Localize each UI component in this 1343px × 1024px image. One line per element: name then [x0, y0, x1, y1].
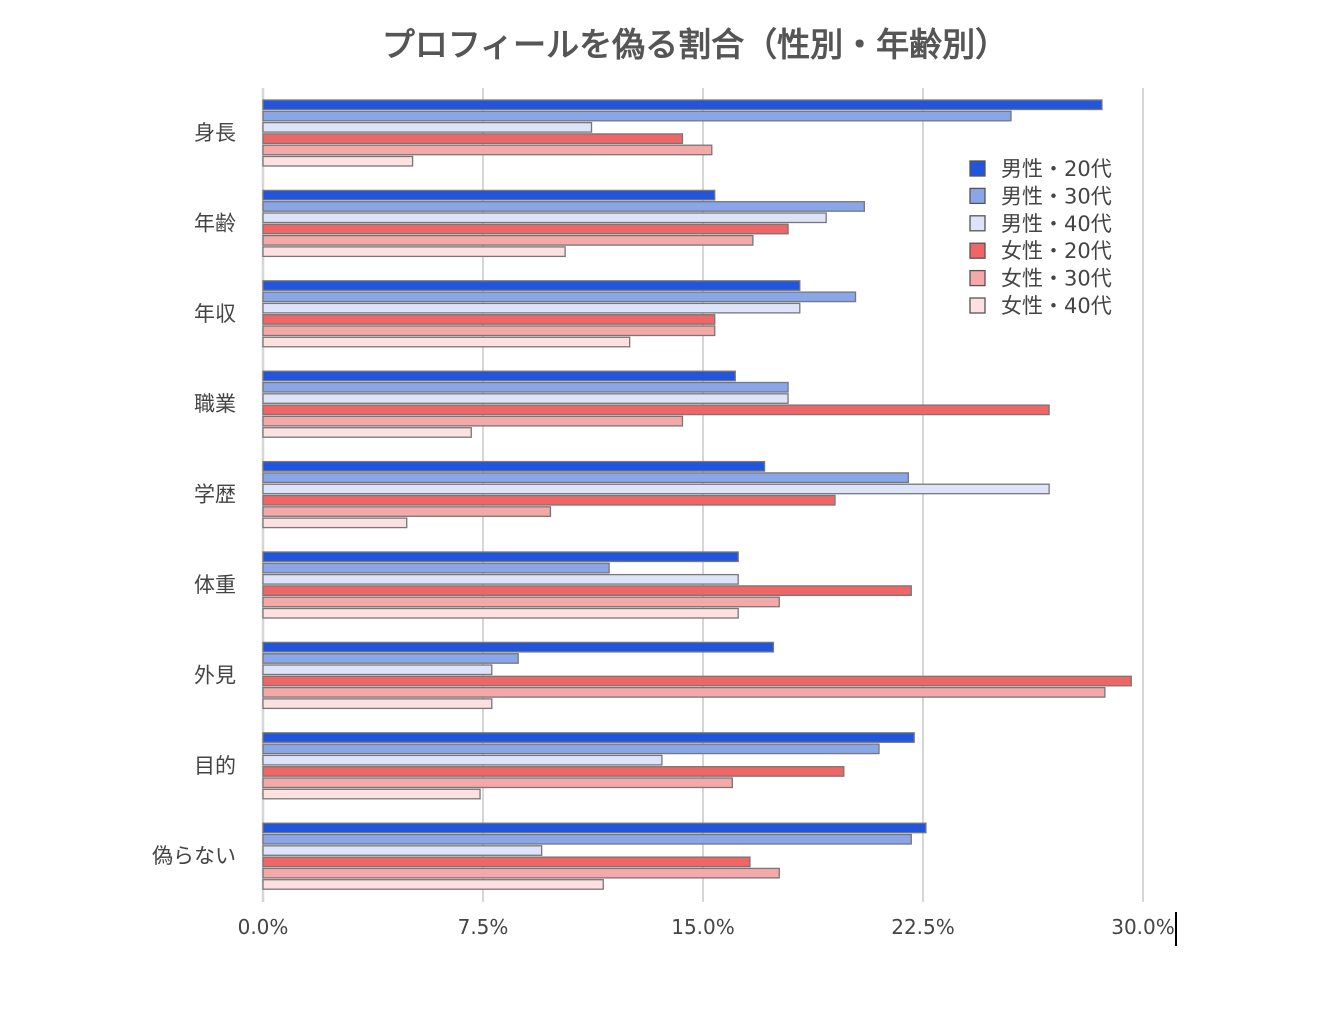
bar — [262, 766, 845, 777]
x-tick-label: 7.5% — [458, 915, 509, 939]
bar — [262, 201, 865, 212]
bar — [262, 99, 1103, 111]
bar — [262, 246, 566, 258]
bar — [262, 675, 1132, 687]
bar — [262, 336, 631, 348]
bar — [262, 856, 751, 868]
bar — [262, 291, 857, 303]
bar — [262, 562, 610, 574]
bar — [262, 415, 684, 427]
x-tick-label: 22.5% — [891, 915, 955, 939]
bar — [262, 596, 780, 608]
bar — [262, 517, 408, 529]
legend-swatch — [969, 297, 986, 314]
bar — [262, 472, 909, 484]
category-label: 目的 — [194, 754, 236, 778]
x-tick-label: 30.0% — [1111, 915, 1175, 939]
bar — [262, 573, 739, 585]
category-label: 身長 — [194, 121, 236, 145]
bar — [262, 833, 912, 845]
category-label: 体重 — [194, 573, 236, 597]
legend-label: 男性・40代 — [1001, 212, 1112, 236]
bar — [262, 506, 552, 517]
bar — [262, 551, 739, 563]
x-axis-ticks: 0.0% 7.5% 15.0% 22.5% 30.0% — [238, 915, 1175, 939]
bar — [262, 585, 912, 597]
bar — [262, 698, 493, 710]
bar — [262, 483, 1050, 495]
bar — [262, 234, 754, 246]
legend-label: 男性・20代 — [1001, 157, 1112, 181]
bar — [262, 189, 716, 201]
bar — [262, 822, 927, 834]
bar — [262, 494, 836, 506]
legend-label: 女性・30代 — [1001, 267, 1112, 291]
bar — [262, 732, 915, 743]
bar — [262, 121, 593, 133]
bar — [262, 653, 519, 664]
bar — [262, 427, 472, 438]
bar — [262, 314, 716, 325]
category-label: 偽らない — [152, 844, 236, 868]
bar — [262, 404, 1050, 416]
bar — [262, 393, 789, 404]
bar — [262, 845, 543, 856]
bar — [262, 280, 801, 291]
bar — [262, 867, 780, 879]
bar — [262, 370, 736, 382]
legend-swatch — [969, 160, 986, 177]
bar — [262, 754, 663, 766]
bar — [262, 325, 716, 337]
bar — [262, 110, 1012, 122]
bar — [262, 144, 713, 156]
legend-swatch — [969, 242, 986, 259]
x-tick-label: 0.0% — [238, 915, 289, 939]
legend-swatch — [969, 187, 986, 205]
x-tick-label: 15.0% — [671, 915, 735, 939]
bar — [262, 133, 684, 145]
bar — [262, 302, 801, 314]
category-label: 年齢 — [194, 211, 236, 235]
bar — [262, 686, 1106, 698]
bar — [262, 223, 789, 235]
bar — [262, 212, 827, 224]
legend-label: 男性・30代 — [1001, 184, 1112, 208]
bar — [262, 664, 493, 676]
category-label: 学歴 — [194, 483, 236, 507]
category-label: 年収 — [194, 302, 236, 326]
category-label: 外見 — [194, 663, 236, 687]
category-label: 職業 — [194, 392, 236, 416]
legend-label: 女性・40代 — [1001, 294, 1112, 318]
bars — [262, 99, 1132, 890]
bar — [262, 607, 739, 619]
bar — [262, 879, 604, 890]
legend-label: 女性・20代 — [1001, 239, 1112, 263]
bar — [262, 155, 414, 167]
bar — [262, 381, 789, 393]
chart-title: プロフィールを偽る割合（性別・年齢別） — [381, 25, 1009, 64]
bar — [262, 777, 733, 789]
bar — [262, 641, 775, 653]
legend-swatch — [969, 215, 986, 232]
legend-swatch — [969, 269, 986, 287]
bar — [262, 460, 766, 472]
bar — [262, 788, 481, 800]
bar — [262, 743, 880, 755]
text-cursor — [1175, 912, 1177, 946]
